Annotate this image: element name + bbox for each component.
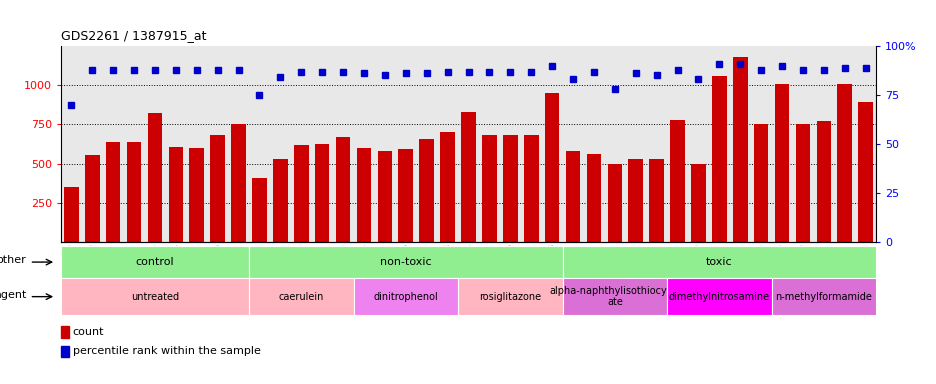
Bar — [669, 120, 684, 242]
Text: rosiglitazone: rosiglitazone — [478, 291, 541, 302]
Text: GDS2261 / 1387915_at: GDS2261 / 1387915_at — [61, 29, 206, 42]
Bar — [440, 132, 455, 242]
Bar — [148, 113, 162, 242]
Text: dimethylnitrosamine: dimethylnitrosamine — [668, 291, 769, 302]
Text: dinitrophenol: dinitrophenol — [373, 291, 438, 302]
Bar — [503, 136, 517, 242]
Bar — [691, 164, 705, 242]
Bar — [210, 136, 225, 242]
Bar — [628, 159, 642, 242]
Bar — [711, 76, 725, 242]
Bar — [64, 187, 79, 242]
Bar — [795, 124, 810, 242]
Bar — [461, 112, 475, 242]
Text: toxic: toxic — [705, 257, 732, 267]
Bar — [815, 121, 830, 242]
Bar — [85, 155, 99, 242]
Bar — [565, 151, 579, 242]
Bar — [732, 57, 747, 242]
Bar — [607, 164, 622, 242]
Text: caerulein: caerulein — [278, 291, 324, 302]
Bar — [335, 137, 350, 242]
Bar — [126, 142, 141, 242]
Text: other: other — [0, 255, 26, 265]
Text: n-methylformamide: n-methylformamide — [775, 291, 871, 302]
Bar — [586, 154, 601, 242]
Bar — [523, 135, 538, 242]
Bar — [106, 142, 121, 242]
Bar — [272, 159, 287, 242]
Bar — [753, 124, 768, 242]
Bar — [774, 84, 788, 242]
Bar — [481, 135, 496, 242]
Bar — [61, 346, 69, 357]
Text: control: control — [136, 257, 174, 267]
Text: non-toxic: non-toxic — [380, 257, 431, 267]
Bar — [168, 147, 183, 242]
Text: count: count — [73, 327, 104, 337]
Text: percentile rank within the sample: percentile rank within the sample — [73, 346, 260, 356]
Bar — [357, 148, 371, 242]
Text: untreated: untreated — [131, 291, 179, 302]
Text: alpha-naphthylisothiocyan
ate: alpha-naphthylisothiocyan ate — [549, 286, 680, 308]
Bar — [314, 144, 329, 242]
Bar — [189, 148, 204, 242]
Bar — [837, 84, 851, 242]
Bar — [398, 149, 413, 242]
Bar — [857, 102, 872, 242]
Bar — [294, 145, 308, 242]
Text: agent: agent — [0, 290, 26, 300]
Bar — [231, 124, 245, 242]
Bar — [61, 326, 69, 338]
Bar — [649, 159, 664, 242]
Bar — [377, 151, 392, 242]
Bar — [252, 178, 267, 242]
Bar — [419, 139, 433, 242]
Bar — [544, 93, 559, 242]
